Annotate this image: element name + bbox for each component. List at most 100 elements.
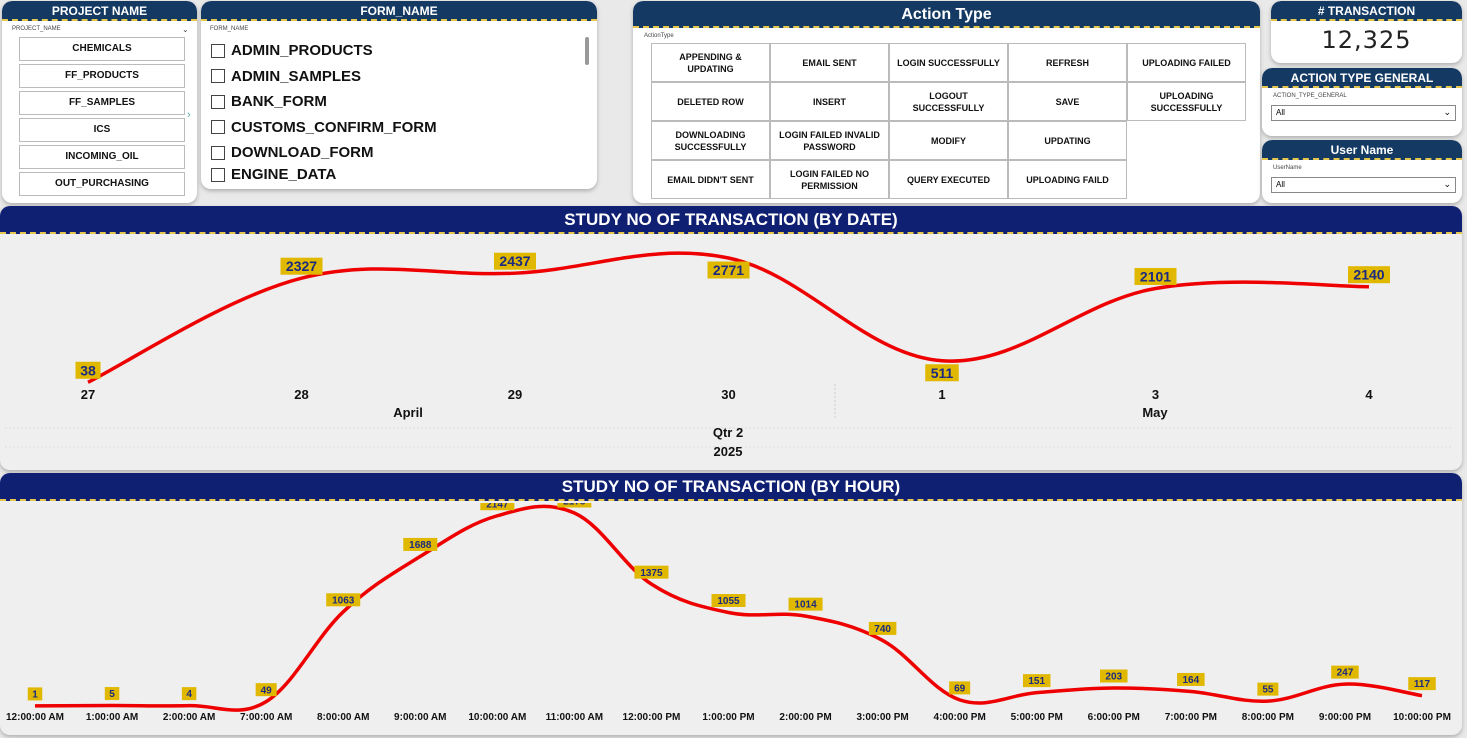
action-item[interactable]: LOGIN SUCCESSFULLY: [889, 43, 1008, 82]
x-tick-label: 7:00:00 PM: [1165, 712, 1217, 723]
data-label-bg: [949, 681, 971, 695]
action-item[interactable]: QUERY EXECUTED: [889, 160, 1008, 199]
project-item-ics[interactable]: ICS: [19, 118, 185, 142]
checkbox[interactable]: [211, 145, 225, 160]
form-item[interactable]: ADMIN_SAMPLES: [211, 64, 581, 90]
action-item[interactable]: LOGOUT SUCCESSFULLY: [889, 82, 1008, 121]
data-label: 151: [1028, 676, 1045, 687]
action-type-general-field-label: ACTION_TYPE_GENERAL: [1273, 93, 1347, 99]
action-item[interactable]: LOGIN FAILED NO PERMISSION: [770, 160, 889, 199]
data-label: 1063: [332, 595, 355, 606]
user-name-dropdown[interactable]: All ⌄: [1271, 177, 1456, 193]
form-item[interactable]: CUSTOMS_CONFIRM_FORM: [211, 115, 581, 141]
x-tick-label: 4: [1365, 387, 1373, 402]
x-tick-label: 2:00:00 PM: [779, 712, 831, 723]
form-item[interactable]: BANK_FORM: [211, 89, 581, 115]
data-label-bg: [494, 252, 536, 270]
data-label-bg: [711, 594, 746, 608]
action-item[interactable]: EMAIL SENT: [770, 43, 889, 82]
year-label: 2025: [714, 444, 743, 459]
form-item[interactable]: ENGINE_DATA: [211, 166, 581, 184]
action-item[interactable]: SAVE: [1008, 82, 1127, 121]
data-label-bg: [1331, 665, 1359, 679]
x-tick-label: 4:00:00 PM: [934, 712, 986, 723]
action-type-general-dropdown[interactable]: All ⌄: [1271, 105, 1456, 121]
project-item-ff-products[interactable]: FF_PRODUCTS: [19, 64, 185, 88]
action-type-title: Action Type: [633, 1, 1260, 28]
action-type-general-title: ACTION TYPE GENERAL: [1262, 68, 1462, 88]
chevron-down-icon: ⌄: [1443, 107, 1451, 117]
data-label: 2178: [563, 503, 586, 508]
x-tick-label: 12:00:00 AM: [6, 712, 64, 723]
chevron-down-icon[interactable]: ⌄: [182, 25, 189, 34]
action-item[interactable]: REFRESH: [1008, 43, 1127, 82]
transaction-kpi-title: # TRANSACTION: [1271, 1, 1462, 21]
data-label-bg: [634, 565, 669, 579]
hour-chart-svg: 1 5 4 49 1063 1688 2147 2178 1375 1055 1014 740 69 15…: [6, 503, 1451, 723]
form-item[interactable]: DOWNLOAD_FORM: [211, 140, 581, 166]
checkbox[interactable]: [211, 69, 225, 84]
x-tick-label: 11:00:00 AM: [546, 712, 603, 723]
form-list-scrollbar[interactable]: [585, 37, 589, 65]
action-item[interactable]: UPLOADING SUCCESSFULLY: [1127, 82, 1246, 121]
month-label-april: April: [393, 405, 423, 420]
user-name-field-label: UserName: [1273, 165, 1302, 171]
checkbox[interactable]: [211, 94, 225, 109]
x-tick-label: 3:00:00 PM: [856, 712, 908, 723]
data-label-bg: [27, 687, 43, 701]
data-label-bg: [788, 597, 823, 611]
x-tick-label: 10:00:00 AM: [468, 712, 526, 723]
user-name-title: User Name: [1262, 140, 1462, 160]
action-item[interactable]: MODIFY: [889, 121, 1008, 160]
data-label-bg: [1022, 674, 1051, 688]
form-item-label: DOWNLOAD_FORM: [231, 144, 374, 162]
chevron-right-icon[interactable]: ›: [187, 109, 191, 121]
data-label-bg: [280, 257, 323, 275]
data-label-bg: [75, 361, 101, 379]
data-label: 164: [1182, 675, 1199, 686]
action-item[interactable]: UPDATING: [1008, 121, 1127, 160]
x-tick-label: 3: [1152, 387, 1159, 402]
checkbox[interactable]: [211, 167, 225, 182]
data-label-bg: [181, 687, 197, 701]
action-type-grid: APPENDING & UPDATING EMAIL SENT LOGIN SU…: [651, 43, 1246, 199]
form-item-label: BANK_FORM: [231, 93, 327, 111]
x-tick-label: 6:00:00 PM: [1088, 712, 1140, 723]
x-tick-label: 29: [508, 387, 522, 402]
project-item-incoming-oil[interactable]: INCOMING_OIL: [19, 145, 185, 169]
user-name-slicer: User Name UserName All ⌄: [1262, 140, 1462, 203]
action-item[interactable]: UPLOADING FAILED: [1127, 43, 1246, 82]
data-label-bg: [1100, 669, 1128, 683]
action-grid-spacer: [1127, 121, 1246, 160]
transaction-kpi-card: # TRANSACTION 12,325: [1271, 1, 1462, 63]
action-item[interactable]: DELETED ROW: [651, 82, 770, 121]
data-label-bg: [1348, 266, 1390, 284]
checkbox[interactable]: [211, 43, 225, 58]
project-item-ff-samples[interactable]: FF_SAMPLES: [19, 91, 185, 115]
action-item[interactable]: APPENDING & UPDATING: [651, 43, 770, 82]
data-label: 5: [109, 689, 115, 700]
x-tick-label: 9:00:00 AM: [394, 712, 446, 723]
form-item[interactable]: ADMIN_PRODUCTS: [211, 38, 581, 64]
project-item-out-purchasing[interactable]: OUT_PURCHASING: [19, 172, 185, 196]
action-item[interactable]: DOWNLOADING SUCCESSFULLY: [651, 121, 770, 160]
x-tick-label: 9:00:00 PM: [1319, 712, 1371, 723]
data-label-bg: [1257, 682, 1279, 696]
project-name-title: PROJECT NAME: [2, 1, 197, 21]
action-type-general-selected: All: [1276, 108, 1285, 117]
hour-chart-title: STUDY NO OF TRANSACTION (BY HOUR): [0, 473, 1462, 501]
x-tick-label: 1:00:00 PM: [702, 712, 754, 723]
hour-chart-panel: STUDY NO OF TRANSACTION (BY HOUR) 1 5 4 49 1…: [0, 473, 1462, 735]
checkbox[interactable]: [211, 120, 225, 135]
data-label-bg: [868, 621, 897, 635]
project-item-chemicals[interactable]: CHEMICALS: [19, 37, 185, 61]
x-tick-label: 27: [81, 387, 95, 402]
action-item[interactable]: LOGIN FAILED INVALID PASSWORD: [770, 121, 889, 160]
action-item[interactable]: INSERT: [770, 82, 889, 121]
x-tick-label: 8:00:00 PM: [1242, 712, 1294, 723]
action-item[interactable]: EMAIL DIDN'T SENT: [651, 160, 770, 199]
action-item[interactable]: UPLOADING FAILD: [1008, 160, 1127, 199]
x-tick-label: 2:00:00 AM: [163, 712, 215, 723]
chevron-down-icon: ⌄: [1443, 179, 1451, 189]
x-tick-label: 28: [294, 387, 308, 402]
